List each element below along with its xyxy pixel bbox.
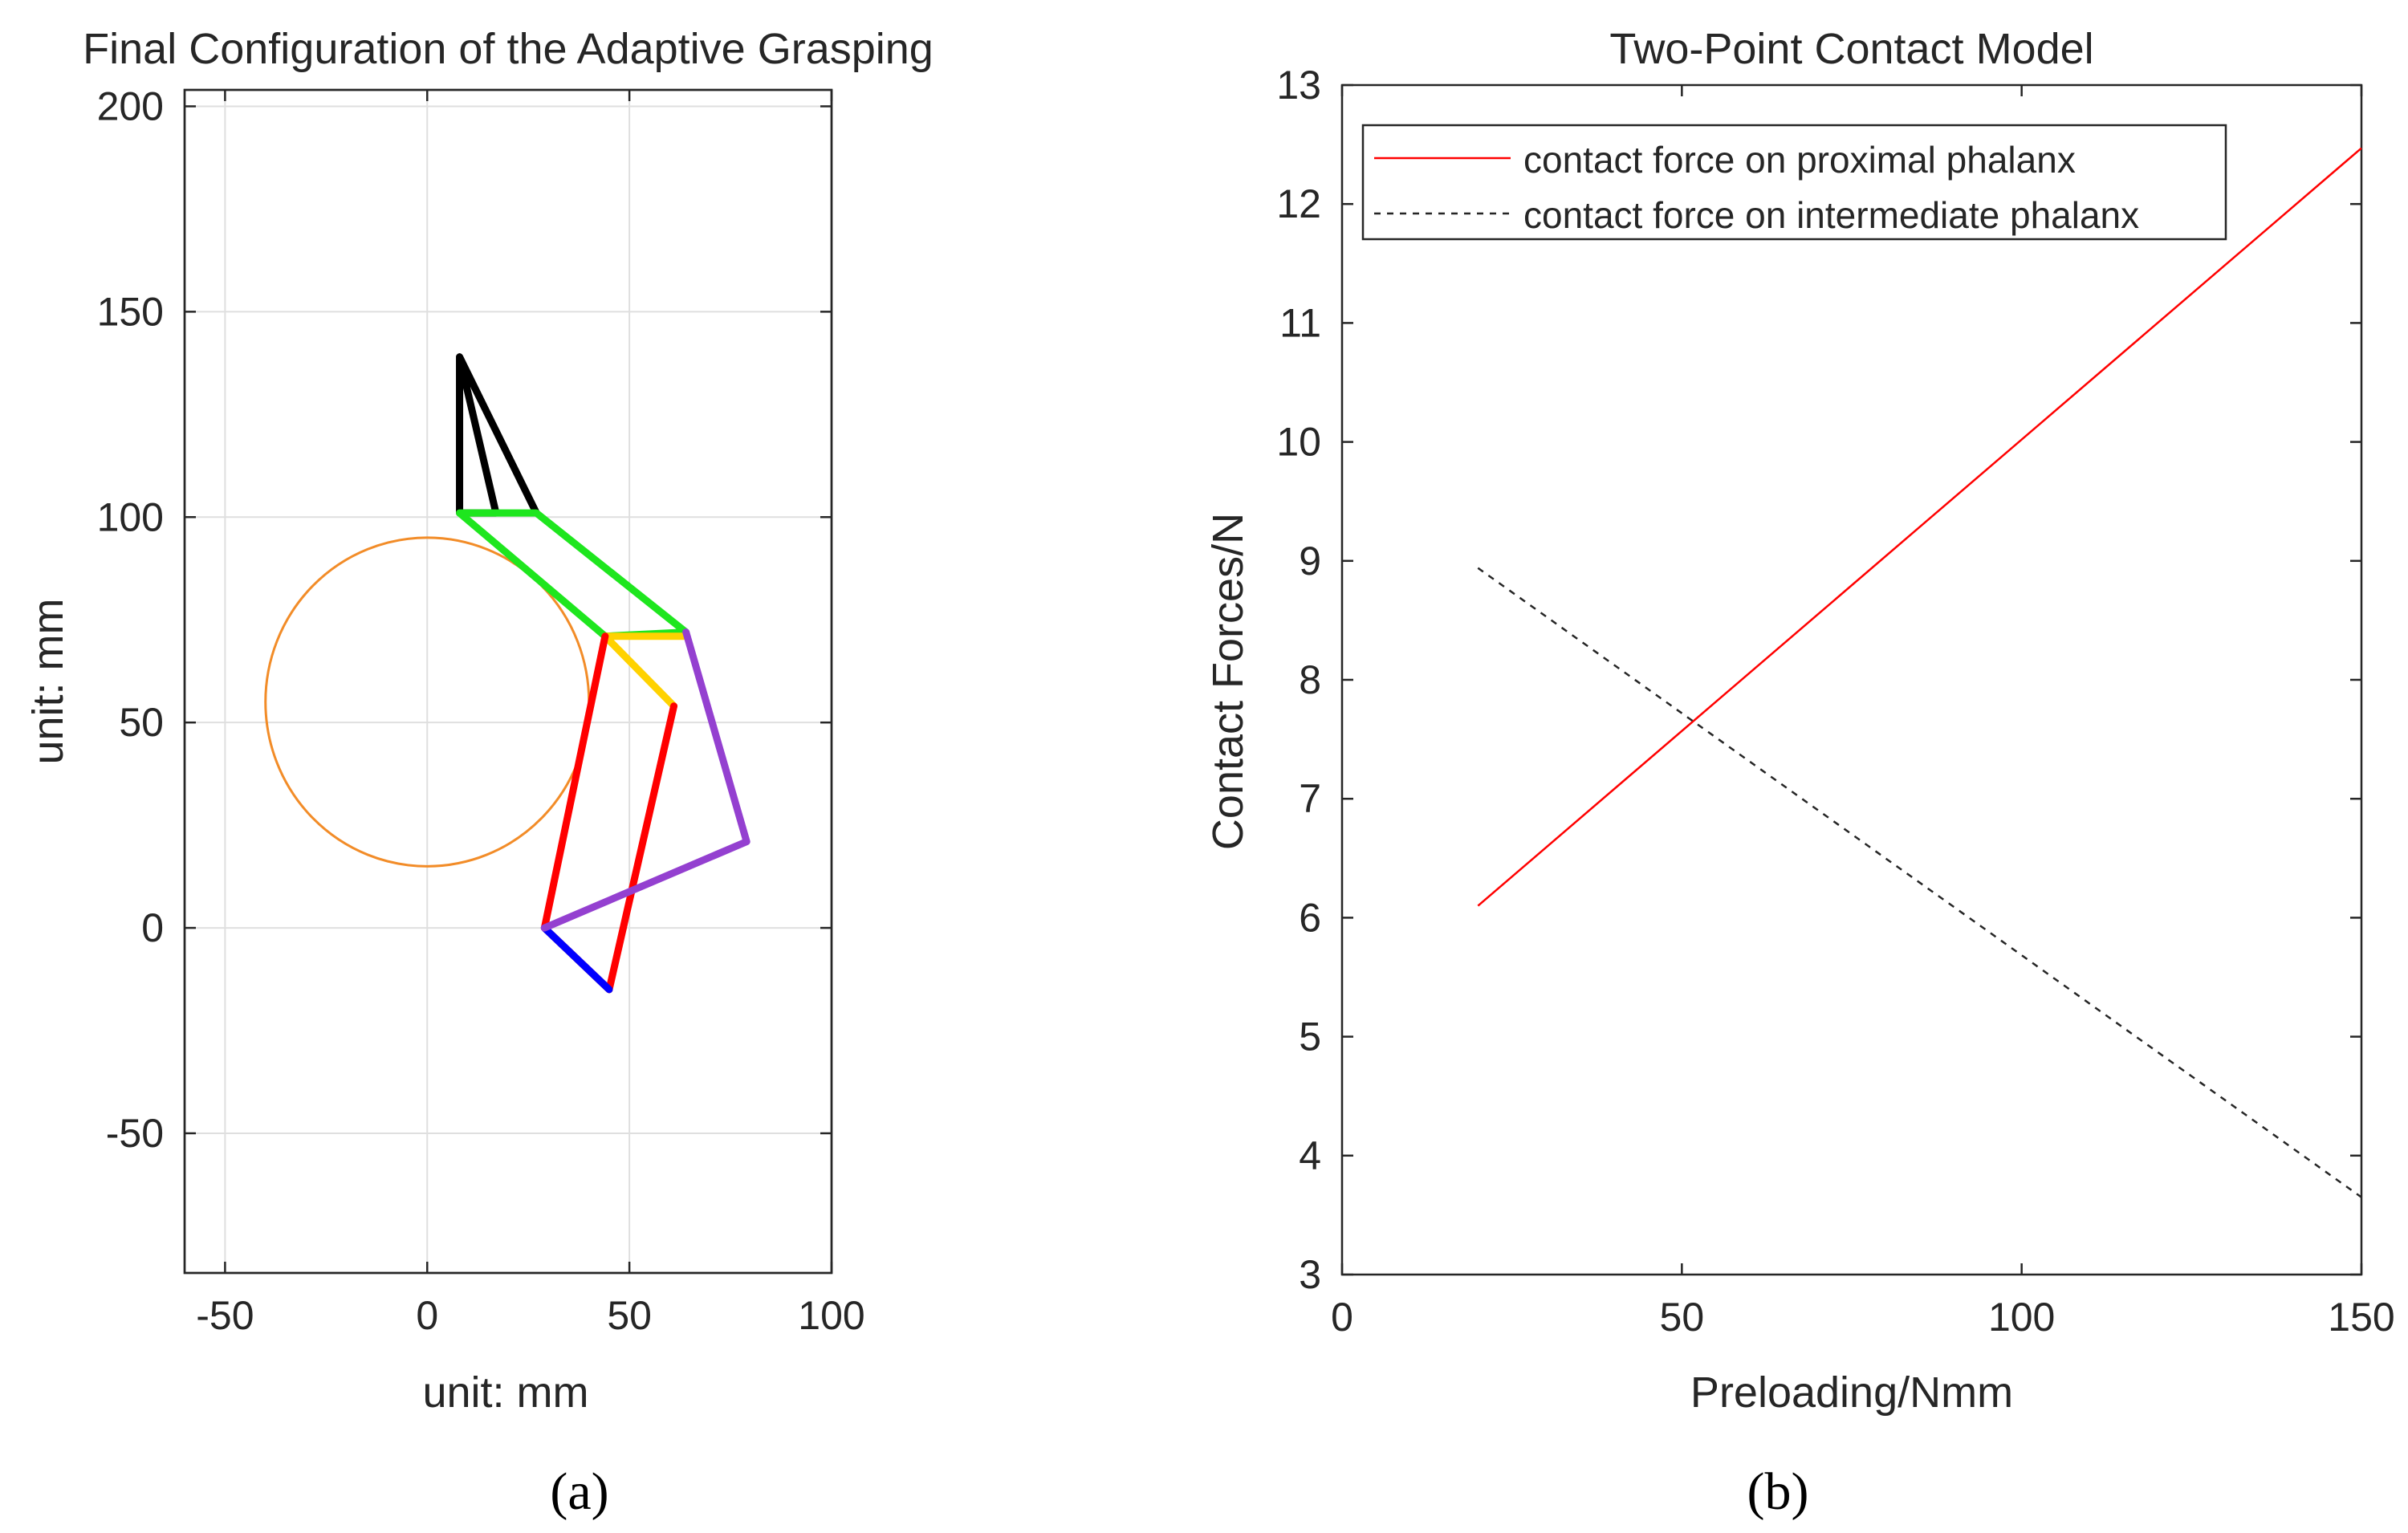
chart-a-marks (264, 353, 750, 994)
chart-a-xlabel: unit: mm (422, 1368, 588, 1417)
legend-label-intermediate: contact force on intermediate phalanx (1523, 194, 2139, 236)
y-tick-label: -50 (106, 1111, 164, 1156)
y-tick-label: 150 (97, 289, 164, 334)
chart-a: -50 0 50 100 -50 0 50 100 150 200 Final Configura… (24, 25, 934, 1521)
chart-b-plot-area (1340, 83, 2363, 1276)
series-red-link-2 (605, 702, 678, 994)
chart-a-ylabel: unit: mm (24, 598, 72, 764)
series-intermediate-line (1477, 567, 2362, 1198)
series-blue-link (540, 924, 613, 994)
y-tick-label: 200 (97, 83, 164, 128)
x-tick-label: 50 (607, 1293, 652, 1338)
y-tick-label: 9 (1299, 539, 1321, 584)
y-tick-label: 8 (1299, 657, 1321, 702)
chart-b-ticks: 0 50 100 150 3 4 5 6 7 8 9 10 11 12 13 (1276, 63, 2394, 1340)
y-tick-label: 7 (1299, 776, 1321, 821)
chart-a-title: Final Configuration of the Adaptive Gras… (83, 25, 934, 73)
y-tick-label: 13 (1276, 63, 1321, 108)
x-tick-label: -50 (196, 1293, 254, 1338)
chart-b-legend-box (1361, 124, 2227, 241)
chart-b-legend: contact force on proximal phalanx contac… (1361, 124, 2227, 241)
chart-b-panel-label: (b) (1747, 1462, 1809, 1521)
chart-a-plot-area (183, 88, 833, 1275)
y-tick-label: 50 (119, 700, 164, 745)
chart-b-xlabel: Preloading/Nmm (1690, 1368, 2013, 1417)
y-tick-label: 11 (1279, 300, 1321, 345)
chart-b-ylabel: Contact Forces/N (1204, 513, 1252, 850)
chart-a-ticks: -50 0 50 100 -50 0 50 100 150 200 (97, 83, 865, 1338)
series-proximal-line (1477, 147, 2362, 907)
legend-label-proximal: contact force on proximal phalanx (1523, 139, 2076, 181)
y-tick-label: 5 (1299, 1015, 1321, 1059)
y-tick-label: 6 (1299, 895, 1321, 940)
y-tick-label: 4 (1299, 1133, 1321, 1178)
y-tick-label: 10 (1276, 420, 1321, 465)
y-tick-label: 100 (97, 494, 164, 539)
chart-b: 0 50 100 150 3 4 5 6 7 8 9 10 11 12 13 contact force o… (1204, 25, 2395, 1521)
y-tick-label: 0 (141, 905, 164, 950)
x-tick-label: 150 (2328, 1295, 2394, 1340)
y-tick-label: 3 (1299, 1252, 1321, 1297)
x-tick-label: 100 (798, 1293, 864, 1338)
y-tick-label: 12 (1276, 181, 1321, 226)
x-tick-label: 0 (1331, 1295, 1353, 1340)
chart-a-frame (183, 88, 833, 1275)
x-tick-label: 0 (416, 1293, 438, 1338)
chart-b-title: Two-Point Contact Model (1609, 25, 2093, 73)
chart-a-panel-label: (a) (550, 1462, 608, 1521)
x-tick-label: 100 (1988, 1295, 2055, 1340)
series-purple-link (540, 628, 750, 932)
x-tick-label: 50 (1660, 1295, 1705, 1340)
chart-b-marks (1477, 147, 2362, 1198)
